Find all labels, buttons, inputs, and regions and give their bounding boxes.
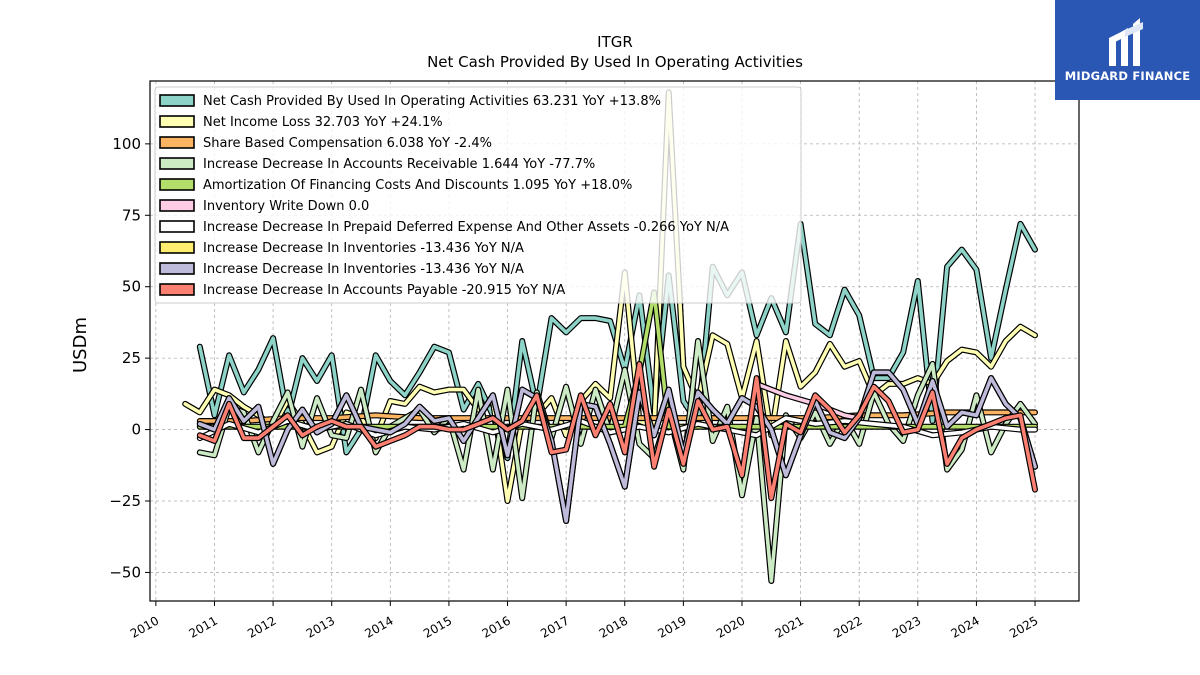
legend-entry: Increase Decrease In Prepaid Deferred Ex… bbox=[203, 220, 729, 235]
legend-swatch bbox=[159, 283, 195, 296]
series-line bbox=[183, 90, 1037, 503]
legend-entry: Increase Decrease In Inventories -13.436… bbox=[203, 262, 524, 277]
legend-entry: Amortization Of Financing Costs And Disc… bbox=[203, 178, 632, 193]
brand-logo: MIDGARD FINANCE bbox=[1055, 0, 1200, 100]
x-tick-label: 2025 bbox=[1007, 613, 1040, 640]
x-tick-label: 2023 bbox=[890, 613, 923, 640]
y-tick-label: −25 bbox=[109, 492, 141, 510]
chart-subtitle: Net Cash Provided By Used In Operating A… bbox=[427, 53, 803, 71]
y-tick-label: 25 bbox=[122, 349, 141, 367]
legend-swatch bbox=[159, 157, 195, 170]
x-tick-label: 2013 bbox=[304, 613, 337, 640]
series-lines bbox=[182, 89, 1038, 584]
x-tick-label: 2018 bbox=[597, 613, 630, 640]
x-tick-label: 2019 bbox=[655, 613, 688, 640]
legend-swatch bbox=[159, 136, 195, 149]
series-line bbox=[198, 370, 1037, 523]
x-tick-label: 2017 bbox=[538, 613, 571, 640]
legend-entry: Net Cash Provided By Used In Operating A… bbox=[203, 94, 661, 109]
x-tick-label: 2015 bbox=[421, 613, 454, 640]
y-tick-label: 50 bbox=[122, 278, 141, 296]
y-tick-label: 75 bbox=[122, 206, 141, 224]
legend-entry: Inventory Write Down 0.0 bbox=[203, 199, 369, 214]
x-tick-label: 2010 bbox=[128, 613, 161, 640]
legend-swatch bbox=[159, 220, 195, 233]
series-line bbox=[198, 362, 1037, 500]
legend: Net Cash Provided By Used In Operating A… bbox=[154, 86, 802, 304]
x-axis-ticks: 2010 2011 2012 2013 2014 2015 2016 2017 2018 2019… bbox=[128, 601, 1041, 641]
series-line bbox=[198, 339, 1037, 583]
y-tick-label: −50 bbox=[109, 563, 141, 581]
legend-swatch bbox=[159, 115, 195, 128]
x-tick-label: 2022 bbox=[831, 613, 864, 640]
plot-frame bbox=[149, 80, 1080, 602]
y-tick-label: 0 bbox=[131, 421, 141, 439]
x-tick-label: 2012 bbox=[245, 613, 278, 640]
chart-title: ITGR bbox=[597, 33, 633, 51]
y-tick-label: 100 bbox=[112, 135, 141, 153]
legend-box bbox=[154, 86, 802, 304]
y-axis-label: USDm bbox=[70, 317, 91, 373]
legend-entry: Increase Decrease In Accounts Payable -2… bbox=[203, 283, 565, 298]
x-tick-label: 2016 bbox=[480, 613, 513, 640]
x-tick-label: 2020 bbox=[714, 613, 747, 640]
legend-entry: Share Based Compensation 6.038 YoY -2.4% bbox=[203, 136, 492, 151]
legend-entry: Net Income Loss 32.703 YoY +24.1% bbox=[203, 115, 443, 130]
y-axis-ticks: −50 −25 0 25 50 75 100 bbox=[109, 135, 150, 581]
legend-entry: Increase Decrease In Inventories -13.436… bbox=[203, 241, 524, 256]
x-tick-label: 2021 bbox=[773, 613, 806, 640]
legend-swatch bbox=[159, 241, 195, 254]
legend-swatch bbox=[159, 199, 195, 212]
legend-swatch bbox=[159, 262, 195, 275]
x-tick-label: 2011 bbox=[187, 613, 220, 640]
legend-swatch bbox=[159, 94, 195, 107]
midgard-logo-icon bbox=[1109, 18, 1143, 66]
legend-entry: Increase Decrease In Accounts Receivable… bbox=[203, 157, 595, 172]
legend-swatch bbox=[159, 178, 195, 191]
brand-name: MIDGARD FINANCE bbox=[1064, 69, 1191, 83]
x-tick-label: 2014 bbox=[362, 613, 395, 640]
x-tick-label: 2024 bbox=[948, 613, 981, 640]
